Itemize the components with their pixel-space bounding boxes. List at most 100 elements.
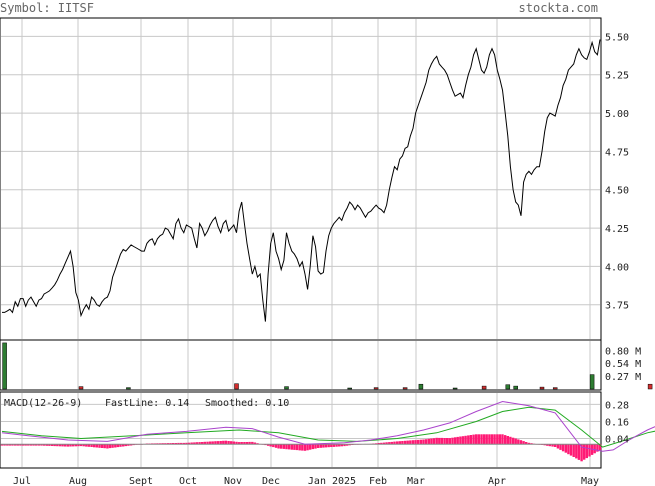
macd-hist-bar (488, 434, 491, 445)
macd-hist-bar (74, 444, 77, 447)
macd-hist-bar (430, 438, 433, 445)
macd-hist-bar (443, 438, 446, 445)
volume-bars (2, 342, 653, 390)
macd-lines (1, 400, 655, 452)
macd-hist-bar (116, 444, 120, 448)
macd-hist-bar (298, 444, 301, 451)
macd-hist-bar (61, 444, 64, 447)
macd-hist-bar (40, 444, 43, 446)
volume-bar (347, 387, 352, 390)
macd-hist-bar (546, 444, 549, 446)
x-tick-label: Apr (488, 476, 506, 486)
macd-hist-bar (71, 444, 75, 447)
macd-hist-bar (169, 443, 172, 445)
macd-hist-bar (530, 443, 533, 445)
price-tick-label: 4.50 (605, 186, 629, 197)
x-tick-label: Feb (369, 476, 387, 486)
macd-histogram (0, 434, 602, 462)
macd-hist-bar (190, 442, 193, 445)
macd-hist-bar (306, 444, 309, 451)
volume-bar (452, 387, 458, 390)
macd-hist-bar (332, 444, 336, 447)
macd-hist-bar (554, 444, 557, 447)
macd-hist-bar (583, 444, 586, 460)
macd-hist-bar (251, 441, 254, 445)
macd-hist-bar (245, 442, 249, 445)
macd-hist-bar (35, 444, 38, 446)
macd-hist-bar (411, 440, 415, 445)
macd-hist-bar (496, 434, 499, 445)
macd-hist-bar (398, 441, 401, 445)
macd-hist-bar (427, 438, 430, 445)
macd-hist-bar (227, 441, 230, 445)
macd-hist-bar (438, 437, 441, 445)
macd-hist-bar (240, 442, 243, 445)
macd-hist-bar (475, 434, 478, 445)
macd-hist-bar (106, 444, 109, 449)
volume-bar (78, 386, 84, 390)
macd-hist-bar (598, 444, 602, 451)
macd-hist-bar (403, 440, 407, 445)
macd-hist-bar (422, 439, 425, 445)
macd-hist-bar (214, 441, 217, 445)
macd-hist-bar (453, 437, 457, 445)
macd-hist-bar (79, 444, 83, 447)
macd-hist-bar (177, 442, 180, 445)
macd-hist-bar (166, 443, 170, 445)
macd-hist-bar (525, 442, 528, 445)
macd-tick-label: 0.16 (605, 417, 629, 428)
macd-hist-bar (37, 444, 41, 446)
volume-bar (552, 387, 558, 390)
macd-hist-bar (50, 444, 54, 446)
volume-y-axis: 0.80 M0.54 M 0.27 M (605, 347, 641, 383)
macd-hist-bar (343, 444, 346, 447)
macd-hist-bar (393, 441, 396, 445)
macd-hist-bar (222, 440, 225, 445)
x-tick-label: Nov (224, 476, 242, 486)
price-tick-label: 5.50 (605, 32, 629, 43)
macd-hist-bar (179, 442, 183, 445)
macd-hist-bar (417, 439, 420, 445)
macd-hist-bar (29, 444, 33, 446)
price-tick-label: 5.00 (605, 109, 629, 120)
macd-grid (1, 393, 600, 467)
volume-bar (589, 374, 595, 390)
macd-hist-bar (459, 436, 462, 445)
x-tick-label: Mar (407, 476, 425, 486)
macd-hist-bar (8, 444, 12, 446)
volume-bar (539, 386, 545, 390)
macd-hist-bar (195, 442, 199, 445)
macd-hist-bar (172, 443, 175, 445)
x-axis: Jul Aug Sept Oct Nov Dec Jan 2025 Feb Mar Apr May (13, 476, 599, 486)
macd-hist-bar (485, 434, 488, 445)
macd-hist-bar (572, 444, 575, 457)
x-tick-label: Jul (13, 476, 31, 486)
macd-hist-bar (282, 444, 286, 449)
macd-hist-bar (324, 444, 328, 448)
macd-hist-bar (235, 441, 238, 445)
macd-hist-bar (490, 434, 494, 445)
macd-hist-bar (95, 444, 98, 448)
macd-hist-bar (206, 441, 209, 445)
macd-hist-bar (32, 444, 35, 446)
x-tick-label: Aug (69, 476, 87, 486)
price-panel (0, 17, 602, 341)
macd-hist-bar (414, 440, 417, 445)
macd-hist-bar (522, 441, 525, 445)
macd-hist-bar (380, 442, 383, 445)
macd-hist-bar (322, 444, 325, 448)
volume-bar (647, 383, 653, 390)
macd-hist-bar (551, 444, 554, 447)
macd-hist-bar (174, 443, 178, 445)
macd-hist-bar (575, 444, 578, 459)
macd-hist-bar (480, 434, 483, 445)
macd-hist-bar (253, 442, 257, 445)
macd-hist-bar (48, 444, 51, 446)
macd-hist-bar (330, 444, 333, 447)
macd-hist-bar (424, 439, 428, 445)
macd-smoothed-label: Smoothed: 0.10 (205, 398, 289, 409)
macd-hist-bar (338, 444, 341, 447)
macd-hist-bar (187, 442, 191, 445)
macd-hist-bar (514, 438, 517, 445)
